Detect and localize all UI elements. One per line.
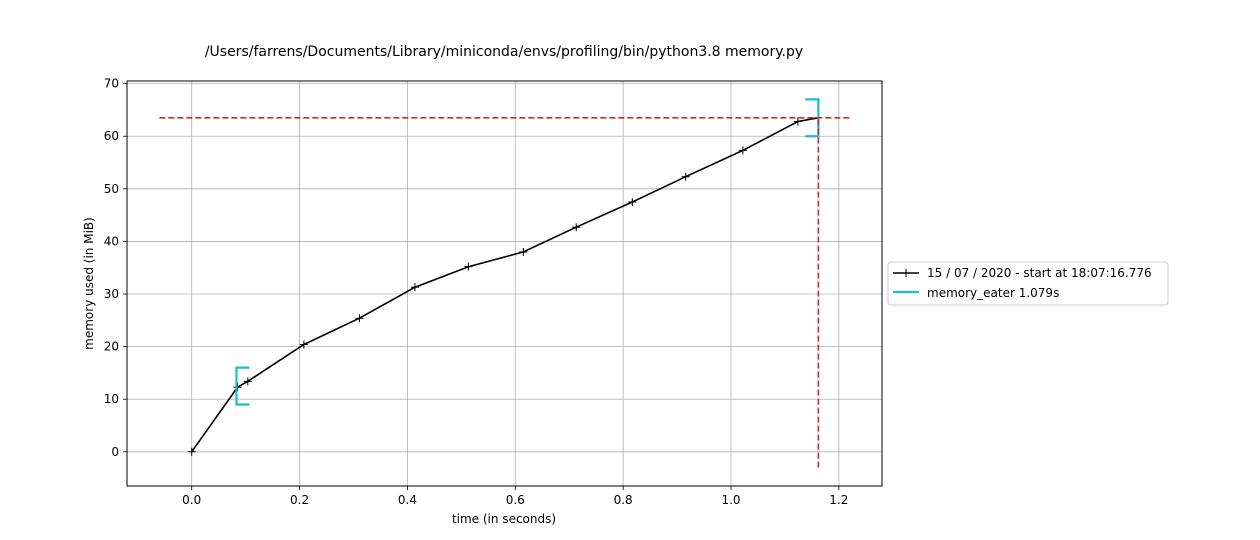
legend: 15 / 07 / 2020 - start at 18:07:16.776 m… [887, 261, 1169, 306]
y-tick-label: 70 [104, 77, 119, 91]
plot-frame [126, 80, 883, 487]
data-point-marker [793, 117, 802, 126]
legend-frame [887, 261, 1169, 306]
y-tick-label: 60 [104, 129, 119, 143]
x-tick-label: 1.2 [829, 493, 848, 507]
x-axis-ticks: 0.0 0.2 0.4 0.6 0.8 1.0 1.2 [182, 486, 848, 507]
data-point-marker [738, 146, 747, 155]
y-tick-label: 40 [104, 234, 119, 248]
grid-lines [127, 81, 882, 486]
memory-series-line [191, 117, 819, 453]
y-tick-label: 20 [104, 340, 119, 354]
data-point-marker [243, 377, 252, 386]
data-point-marker [464, 262, 473, 271]
y-tick-label: 0 [111, 445, 119, 459]
y-axis-label: memory used (in MiB) [82, 217, 96, 350]
y-tick-label: 30 [104, 287, 119, 301]
x-axis-label: time (in seconds) [452, 512, 556, 526]
data-point-marker [410, 283, 419, 292]
legend-marker-plus [902, 269, 910, 277]
x-tick-label: 1.0 [721, 493, 740, 507]
legend-label-memory: 15 / 07 / 2020 - start at 18:07:16.776 [927, 266, 1152, 280]
plot-area [159, 98, 850, 468]
x-tick-label: 0.6 [506, 493, 525, 507]
data-point-marker [572, 223, 581, 232]
data-point-marker [519, 247, 528, 256]
chart-title: /Users/farrens/Documents/Library/minicon… [205, 44, 803, 60]
y-tick-label: 50 [104, 182, 119, 196]
x-tick-label: 0.2 [290, 493, 309, 507]
x-tick-label: 0.4 [398, 493, 417, 507]
data-point-marker [187, 447, 196, 456]
legend-label-function: memory_eater 1.079s [927, 286, 1059, 300]
y-tick-label: 10 [104, 392, 119, 406]
x-tick-label: 0.8 [614, 493, 633, 507]
y-axis-ticks: 0 10 20 30 40 50 60 70 [104, 77, 127, 459]
data-point-marker [355, 314, 364, 323]
x-tick-label: 0.0 [182, 493, 201, 507]
data-point-marker [299, 340, 308, 349]
function-start-bracket [235, 366, 250, 406]
data-point-marker [628, 197, 637, 206]
data-point-marker [681, 172, 690, 181]
